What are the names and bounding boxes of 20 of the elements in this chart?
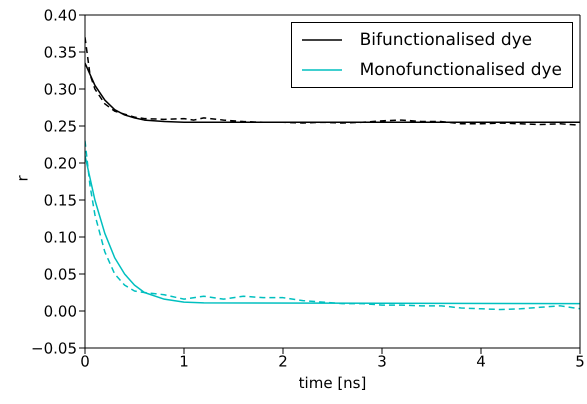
legend-label: Monofunctionalised dye bbox=[360, 60, 562, 80]
x-tick-label: 3 bbox=[377, 352, 387, 371]
y-tick-label: 0.40 bbox=[44, 6, 77, 24]
x-tick-label: 4 bbox=[476, 352, 486, 371]
legend-label: Bifunctionalised dye bbox=[360, 30, 532, 50]
x-axis-title: time [ns] bbox=[298, 374, 366, 392]
x-tick-label: 0 bbox=[80, 352, 90, 371]
y-tick-label: 0.05 bbox=[44, 265, 77, 284]
y-axis-title: r bbox=[13, 174, 32, 182]
y-tick-label: −0.05 bbox=[31, 339, 77, 358]
x-tick-label: 1 bbox=[179, 352, 189, 371]
x-tick-label: 5 bbox=[575, 352, 585, 371]
y-tick-label: 0.25 bbox=[44, 117, 77, 136]
y-tick-label: 0.20 bbox=[44, 154, 77, 172]
x-tick-label: 2 bbox=[278, 352, 288, 371]
y-tick-label: 0.35 bbox=[44, 43, 77, 62]
y-tick-label: 0.10 bbox=[44, 228, 77, 246]
y-tick-label: 0.00 bbox=[44, 302, 77, 320]
y-tick-label: 0.30 bbox=[44, 80, 77, 98]
y-tick-label: 0.15 bbox=[44, 191, 77, 210]
